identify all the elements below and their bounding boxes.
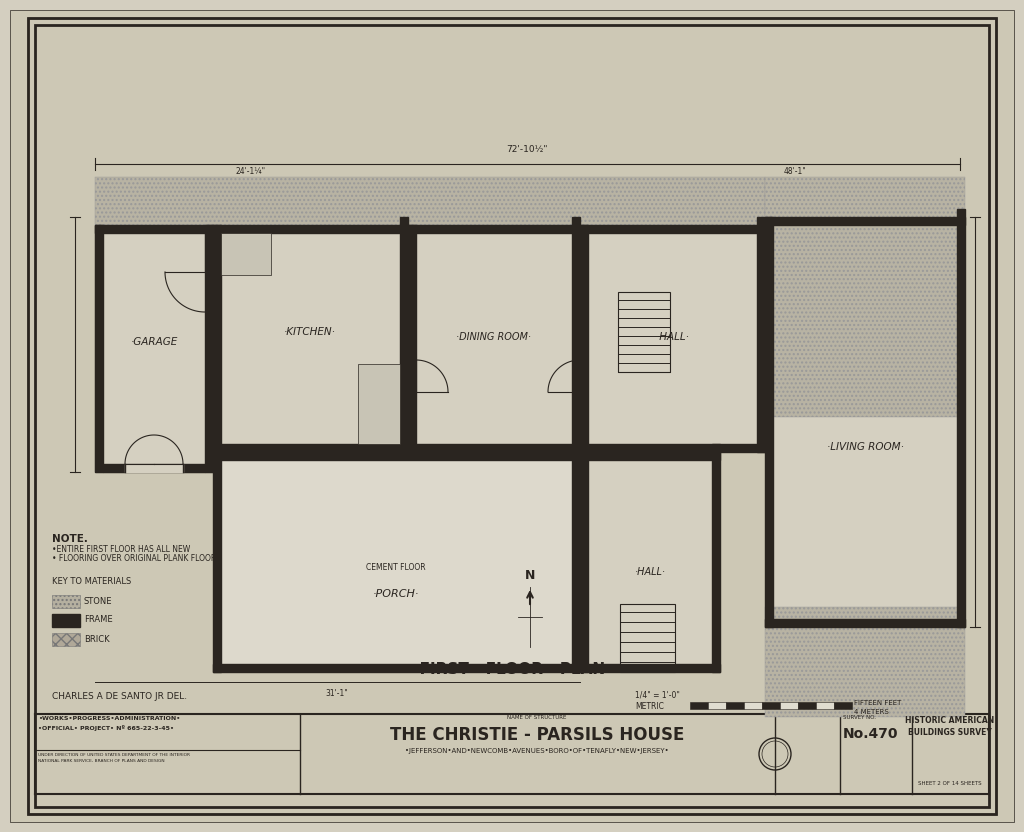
Bar xyxy=(95,177,765,225)
Bar xyxy=(52,614,80,627)
Text: ·HALL·: ·HALL· xyxy=(635,567,666,577)
Text: METRIC: METRIC xyxy=(635,702,664,711)
Text: •ENTIRE FIRST FLOOR HAS ALL NEW: •ENTIRE FIRST FLOOR HAS ALL NEW xyxy=(52,545,190,554)
Bar xyxy=(213,452,221,672)
Text: ·DINING ROOM·: ·DINING ROOM· xyxy=(457,332,531,342)
Bar xyxy=(580,444,765,452)
Bar xyxy=(95,225,213,233)
Text: STONE: STONE xyxy=(84,597,113,606)
Bar xyxy=(213,664,580,672)
Bar xyxy=(205,225,213,472)
Bar xyxy=(213,225,221,452)
Bar xyxy=(765,217,773,627)
Bar xyxy=(765,217,965,627)
Text: 72'-10½": 72'-10½" xyxy=(506,145,548,154)
Bar xyxy=(762,702,780,709)
Text: ·LIVING ROOM·: ·LIVING ROOM· xyxy=(826,442,903,452)
Bar xyxy=(103,464,205,472)
Bar xyxy=(95,225,103,472)
Bar xyxy=(572,444,580,672)
Text: ·HALL·: ·HALL· xyxy=(656,332,689,342)
Bar xyxy=(726,702,744,709)
Text: ·KITCHEN·: ·KITCHEN· xyxy=(284,327,336,337)
Bar xyxy=(765,177,965,417)
Text: NOTE.: NOTE. xyxy=(52,534,88,544)
Text: UNDER DIRECTION OF UNITED STATES DEPARTMENT OF THE INTERIOR: UNDER DIRECTION OF UNITED STATES DEPARTM… xyxy=(38,753,190,757)
Bar xyxy=(620,604,675,672)
Bar xyxy=(780,702,798,709)
Text: SHEET 2 OF 14 SHEETS: SHEET 2 OF 14 SHEETS xyxy=(919,781,982,786)
Bar xyxy=(580,452,720,672)
Bar xyxy=(125,464,183,472)
Text: 4 METERS: 4 METERS xyxy=(854,709,889,715)
Text: N: N xyxy=(525,569,536,582)
Bar xyxy=(408,225,580,452)
Bar xyxy=(580,225,765,452)
Text: ·PORCH·: ·PORCH· xyxy=(373,589,419,599)
Text: 24'-1¼": 24'-1¼" xyxy=(236,167,266,176)
Bar xyxy=(816,702,834,709)
Bar xyxy=(213,452,580,460)
Bar xyxy=(358,364,400,444)
Bar xyxy=(580,452,720,460)
Text: No.470: No.470 xyxy=(843,727,898,741)
Bar xyxy=(580,225,765,233)
Text: •WORKS•PROGRESS•ADMINISTRATION•: •WORKS•PROGRESS•ADMINISTRATION• xyxy=(38,716,180,721)
Bar xyxy=(744,702,762,709)
Bar xyxy=(95,225,213,472)
Bar xyxy=(957,209,965,627)
Bar xyxy=(765,619,965,627)
Bar xyxy=(834,702,852,709)
Text: CEMENT FLOOR: CEMENT FLOOR xyxy=(367,562,426,572)
Text: 31'-1": 31'-1" xyxy=(326,689,348,698)
Bar xyxy=(708,702,726,709)
Text: FIFTEEN FEET: FIFTEEN FEET xyxy=(854,700,901,706)
Bar xyxy=(580,664,720,672)
Bar xyxy=(757,217,765,452)
Bar xyxy=(52,595,80,608)
Text: • FLOORING OVER ORIGINAL PLANK FLOOR•: • FLOORING OVER ORIGINAL PLANK FLOOR• xyxy=(52,554,221,563)
Bar xyxy=(580,225,588,452)
Text: 48'-1": 48'-1" xyxy=(783,167,806,176)
Bar xyxy=(408,225,580,233)
Bar xyxy=(213,444,408,452)
Bar xyxy=(580,452,588,672)
Bar xyxy=(221,233,271,275)
Bar xyxy=(213,225,408,233)
Text: 1/4" = 1'-0": 1/4" = 1'-0" xyxy=(635,690,680,699)
Bar xyxy=(765,607,965,717)
Bar xyxy=(52,633,80,646)
Text: •JEFFERSON•AND•NEWCOMB•AVENUES•BORO•OF•TENAFLY•NEW•JERSEY•: •JEFFERSON•AND•NEWCOMB•AVENUES•BORO•OF•T… xyxy=(406,748,669,754)
Bar xyxy=(618,292,670,372)
Text: SURVEY NO.: SURVEY NO. xyxy=(843,715,876,720)
Text: - FIRST - FLOOR - PLAN -: - FIRST - FLOOR - PLAN - xyxy=(408,662,616,677)
Text: NATIONAL PARK SERVICE, BRANCH OF PLANS AND DESIGN: NATIONAL PARK SERVICE, BRANCH OF PLANS A… xyxy=(38,759,165,763)
Text: NAME OF STRUCTURE: NAME OF STRUCTURE xyxy=(507,715,566,720)
Bar xyxy=(712,444,720,672)
Bar xyxy=(408,225,416,452)
Text: CHARLES A DE SANTO JR DEL.: CHARLES A DE SANTO JR DEL. xyxy=(52,692,187,701)
Text: HISTORIC AMERICAN
BUILDINGS SURVEY: HISTORIC AMERICAN BUILDINGS SURVEY xyxy=(905,716,994,737)
Bar xyxy=(408,444,580,452)
Text: KEY TO MATERIALS: KEY TO MATERIALS xyxy=(52,577,131,586)
Bar xyxy=(572,217,580,452)
Bar xyxy=(213,225,408,452)
Bar xyxy=(765,217,965,225)
Text: THE CHRISTIE - PARSILS HOUSE: THE CHRISTIE - PARSILS HOUSE xyxy=(390,726,684,744)
Bar xyxy=(213,452,580,672)
Text: BRICK: BRICK xyxy=(84,635,110,643)
Bar xyxy=(798,702,816,709)
Bar xyxy=(690,702,708,709)
Text: •OFFICIAL• PROJECT• Nº 665-22-3-45•: •OFFICIAL• PROJECT• Nº 665-22-3-45• xyxy=(38,725,174,731)
Text: ·GARAGE: ·GARAGE xyxy=(130,337,177,347)
Text: FRAME: FRAME xyxy=(84,616,113,625)
Bar xyxy=(400,217,408,452)
